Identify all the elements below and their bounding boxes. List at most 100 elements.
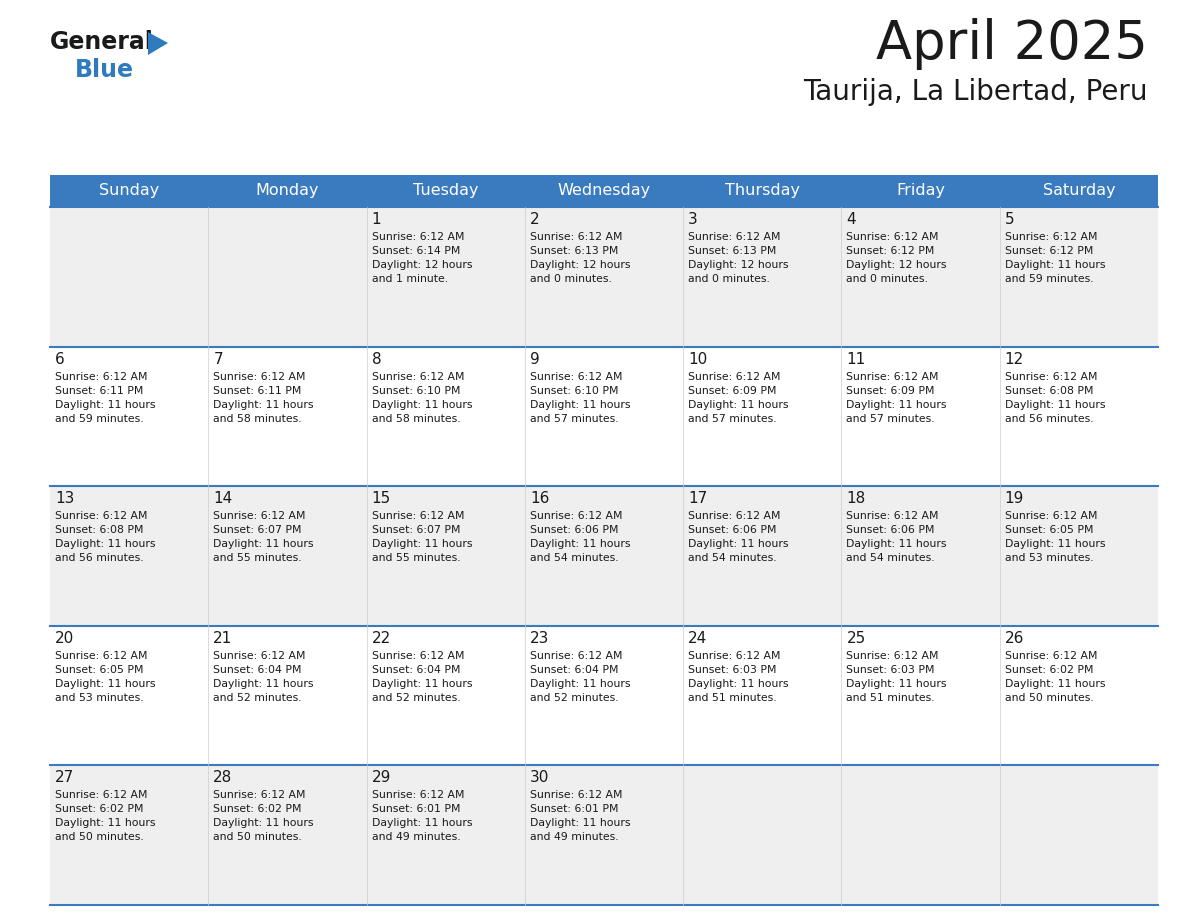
Text: Sunrise: 6:12 AM: Sunrise: 6:12 AM (372, 232, 465, 242)
Text: April 2025: April 2025 (876, 18, 1148, 70)
Text: 10: 10 (688, 352, 707, 366)
Text: 18: 18 (846, 491, 866, 506)
Text: 12: 12 (1005, 352, 1024, 366)
Bar (50, 766, 1158, 905)
Text: Sunset: 6:05 PM: Sunset: 6:05 PM (55, 665, 144, 675)
Text: Sunset: 6:06 PM: Sunset: 6:06 PM (846, 525, 935, 535)
Text: Sunset: 6:10 PM: Sunset: 6:10 PM (530, 386, 619, 396)
Text: and 51 minutes.: and 51 minutes. (688, 693, 777, 703)
Text: 25: 25 (846, 631, 866, 645)
Text: Daylight: 11 hours: Daylight: 11 hours (372, 678, 472, 688)
Text: 27: 27 (55, 770, 74, 786)
Text: Sunrise: 6:12 AM: Sunrise: 6:12 AM (688, 232, 781, 242)
Text: Sunrise: 6:12 AM: Sunrise: 6:12 AM (530, 372, 623, 382)
Text: and 53 minutes.: and 53 minutes. (55, 693, 144, 703)
Text: Daylight: 11 hours: Daylight: 11 hours (846, 399, 947, 409)
Text: Daylight: 12 hours: Daylight: 12 hours (530, 260, 631, 270)
Text: Daylight: 11 hours: Daylight: 11 hours (214, 819, 314, 828)
Text: and 57 minutes.: and 57 minutes. (846, 414, 935, 423)
Text: 8: 8 (372, 352, 381, 366)
Text: Sunset: 6:06 PM: Sunset: 6:06 PM (688, 525, 777, 535)
Text: and 49 minutes.: and 49 minutes. (372, 833, 460, 843)
Text: and 54 minutes.: and 54 minutes. (688, 554, 777, 564)
Text: Sunrise: 6:12 AM: Sunrise: 6:12 AM (530, 790, 623, 800)
Text: Sunrise: 6:12 AM: Sunrise: 6:12 AM (530, 651, 623, 661)
Text: Sunset: 6:13 PM: Sunset: 6:13 PM (530, 246, 618, 256)
Text: and 57 minutes.: and 57 minutes. (530, 414, 619, 423)
Text: and 57 minutes.: and 57 minutes. (688, 414, 777, 423)
Text: Sunrise: 6:12 AM: Sunrise: 6:12 AM (214, 511, 305, 521)
Text: and 52 minutes.: and 52 minutes. (372, 693, 460, 703)
Text: Daylight: 11 hours: Daylight: 11 hours (55, 678, 156, 688)
Text: Thursday: Thursday (725, 184, 800, 198)
Text: 13: 13 (55, 491, 75, 506)
Text: Sunset: 6:02 PM: Sunset: 6:02 PM (55, 804, 144, 814)
Text: and 52 minutes.: and 52 minutes. (530, 693, 619, 703)
Text: 14: 14 (214, 491, 233, 506)
Text: 26: 26 (1005, 631, 1024, 645)
Text: Sunrise: 6:12 AM: Sunrise: 6:12 AM (1005, 651, 1098, 661)
Text: Sunrise: 6:12 AM: Sunrise: 6:12 AM (1005, 372, 1098, 382)
Text: Sunrise: 6:12 AM: Sunrise: 6:12 AM (530, 511, 623, 521)
Text: Wednesday: Wednesday (557, 184, 651, 198)
Text: and 49 minutes.: and 49 minutes. (530, 833, 619, 843)
Bar (50, 487, 1158, 626)
Text: Sunrise: 6:12 AM: Sunrise: 6:12 AM (55, 372, 147, 382)
Text: 3: 3 (688, 212, 697, 227)
Text: Sunset: 6:09 PM: Sunset: 6:09 PM (846, 386, 935, 396)
Text: 20: 20 (55, 631, 74, 645)
Text: Sunset: 6:04 PM: Sunset: 6:04 PM (372, 665, 460, 675)
Text: 23: 23 (530, 631, 549, 645)
Text: Sunset: 6:04 PM: Sunset: 6:04 PM (214, 665, 302, 675)
Text: and 50 minutes.: and 50 minutes. (55, 833, 144, 843)
Text: Daylight: 11 hours: Daylight: 11 hours (688, 678, 789, 688)
Text: Daylight: 11 hours: Daylight: 11 hours (530, 399, 631, 409)
Text: and 52 minutes.: and 52 minutes. (214, 693, 302, 703)
Text: 11: 11 (846, 352, 866, 366)
Text: Sunset: 6:06 PM: Sunset: 6:06 PM (530, 525, 619, 535)
Text: Sunset: 6:02 PM: Sunset: 6:02 PM (214, 804, 302, 814)
Text: 28: 28 (214, 770, 233, 786)
Text: Sunset: 6:08 PM: Sunset: 6:08 PM (1005, 386, 1093, 396)
Polygon shape (148, 32, 168, 55)
Text: Taurija, La Libertad, Peru: Taurija, La Libertad, Peru (803, 78, 1148, 106)
Text: Sunrise: 6:12 AM: Sunrise: 6:12 AM (688, 651, 781, 661)
Text: Sunrise: 6:12 AM: Sunrise: 6:12 AM (846, 372, 939, 382)
Text: Sunset: 6:09 PM: Sunset: 6:09 PM (688, 386, 777, 396)
Bar (50, 626, 1158, 766)
Text: Sunset: 6:07 PM: Sunset: 6:07 PM (372, 525, 460, 535)
Text: Daylight: 11 hours: Daylight: 11 hours (372, 819, 472, 828)
Text: Sunset: 6:13 PM: Sunset: 6:13 PM (688, 246, 777, 256)
Text: 21: 21 (214, 631, 233, 645)
Text: Daylight: 11 hours: Daylight: 11 hours (530, 539, 631, 549)
Text: Daylight: 11 hours: Daylight: 11 hours (846, 678, 947, 688)
Text: 15: 15 (372, 491, 391, 506)
Text: Daylight: 11 hours: Daylight: 11 hours (214, 678, 314, 688)
Text: 24: 24 (688, 631, 707, 645)
Text: and 58 minutes.: and 58 minutes. (372, 414, 460, 423)
Text: Sunset: 6:01 PM: Sunset: 6:01 PM (372, 804, 460, 814)
Text: Sunrise: 6:12 AM: Sunrise: 6:12 AM (1005, 511, 1098, 521)
Text: and 53 minutes.: and 53 minutes. (1005, 554, 1093, 564)
Text: Sunset: 6:11 PM: Sunset: 6:11 PM (55, 386, 144, 396)
Text: Sunset: 6:14 PM: Sunset: 6:14 PM (372, 246, 460, 256)
Text: Daylight: 11 hours: Daylight: 11 hours (372, 539, 472, 549)
Text: 9: 9 (530, 352, 539, 366)
Text: and 55 minutes.: and 55 minutes. (214, 554, 302, 564)
Text: Sunset: 6:03 PM: Sunset: 6:03 PM (846, 665, 935, 675)
Text: 5: 5 (1005, 212, 1015, 227)
Text: Sunset: 6:05 PM: Sunset: 6:05 PM (1005, 525, 1093, 535)
Text: Sunrise: 6:12 AM: Sunrise: 6:12 AM (372, 790, 465, 800)
Text: Daylight: 11 hours: Daylight: 11 hours (55, 399, 156, 409)
Text: Sunrise: 6:12 AM: Sunrise: 6:12 AM (530, 232, 623, 242)
Text: and 51 minutes.: and 51 minutes. (846, 693, 935, 703)
Text: Sunrise: 6:12 AM: Sunrise: 6:12 AM (214, 651, 305, 661)
Text: Sunrise: 6:12 AM: Sunrise: 6:12 AM (688, 372, 781, 382)
Text: Daylight: 11 hours: Daylight: 11 hours (55, 539, 156, 549)
Text: and 50 minutes.: and 50 minutes. (1005, 693, 1093, 703)
Text: Daylight: 11 hours: Daylight: 11 hours (1005, 678, 1105, 688)
Text: Sunset: 6:04 PM: Sunset: 6:04 PM (530, 665, 619, 675)
Text: and 59 minutes.: and 59 minutes. (1005, 274, 1093, 284)
Text: Friday: Friday (896, 184, 946, 198)
Text: and 55 minutes.: and 55 minutes. (372, 554, 460, 564)
